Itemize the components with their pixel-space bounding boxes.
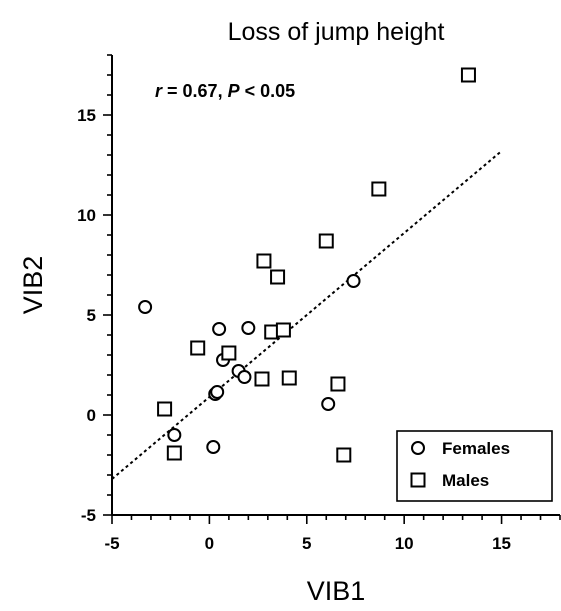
legend-box (396, 430, 553, 502)
males-point (157, 401, 173, 417)
x-tick-label: 5 (302, 534, 311, 553)
y-tick-label: 5 (87, 306, 96, 325)
data-points (138, 67, 476, 463)
chart-title: Loss of jump height (228, 18, 445, 46)
fit-line (111, 150, 503, 480)
males-point (460, 67, 476, 83)
males-point (166, 445, 182, 461)
males-point (256, 253, 272, 269)
x-tick-label: 15 (492, 534, 511, 553)
females-point (321, 397, 336, 411)
y-tick-label: 0 (87, 406, 96, 425)
legend-circle-marker (411, 441, 425, 455)
females-point (206, 440, 221, 454)
males-point (270, 269, 286, 285)
males-point (318, 233, 334, 249)
legend-label-females: Females (442, 439, 510, 458)
females-point (212, 322, 227, 336)
females-point (241, 321, 256, 335)
x-axis-label: VIB1 (307, 576, 366, 606)
females-point (138, 300, 153, 314)
females-point (237, 370, 252, 384)
y-tick-label: -5 (81, 506, 96, 525)
males-point (275, 322, 291, 338)
males-point (330, 376, 346, 392)
regression-line (111, 150, 503, 480)
females-point (346, 274, 361, 288)
y-axis-label: VIB2 (18, 256, 48, 315)
x-tick-label: 0 (205, 534, 214, 553)
males-point (221, 345, 237, 361)
y-tick-label: 10 (77, 206, 96, 225)
females-point (210, 385, 225, 399)
legend-label-males: Males (442, 471, 489, 490)
x-tick-label: -5 (104, 534, 119, 553)
females-point (167, 428, 182, 442)
axes: -5 0 5 10 15 -5 0 5 10 15 (77, 54, 561, 553)
correlation-annotation: r = 0.67, P < 0.05 (155, 81, 295, 101)
x-tick-label: 10 (395, 534, 414, 553)
males-point (371, 181, 387, 197)
males-point (336, 447, 352, 463)
y-tick-label: 15 (77, 106, 96, 125)
legend-square-marker (410, 472, 426, 488)
legend: Females Males (396, 430, 553, 502)
males-point (254, 371, 270, 387)
males-point (281, 370, 297, 386)
males-point (190, 340, 206, 356)
